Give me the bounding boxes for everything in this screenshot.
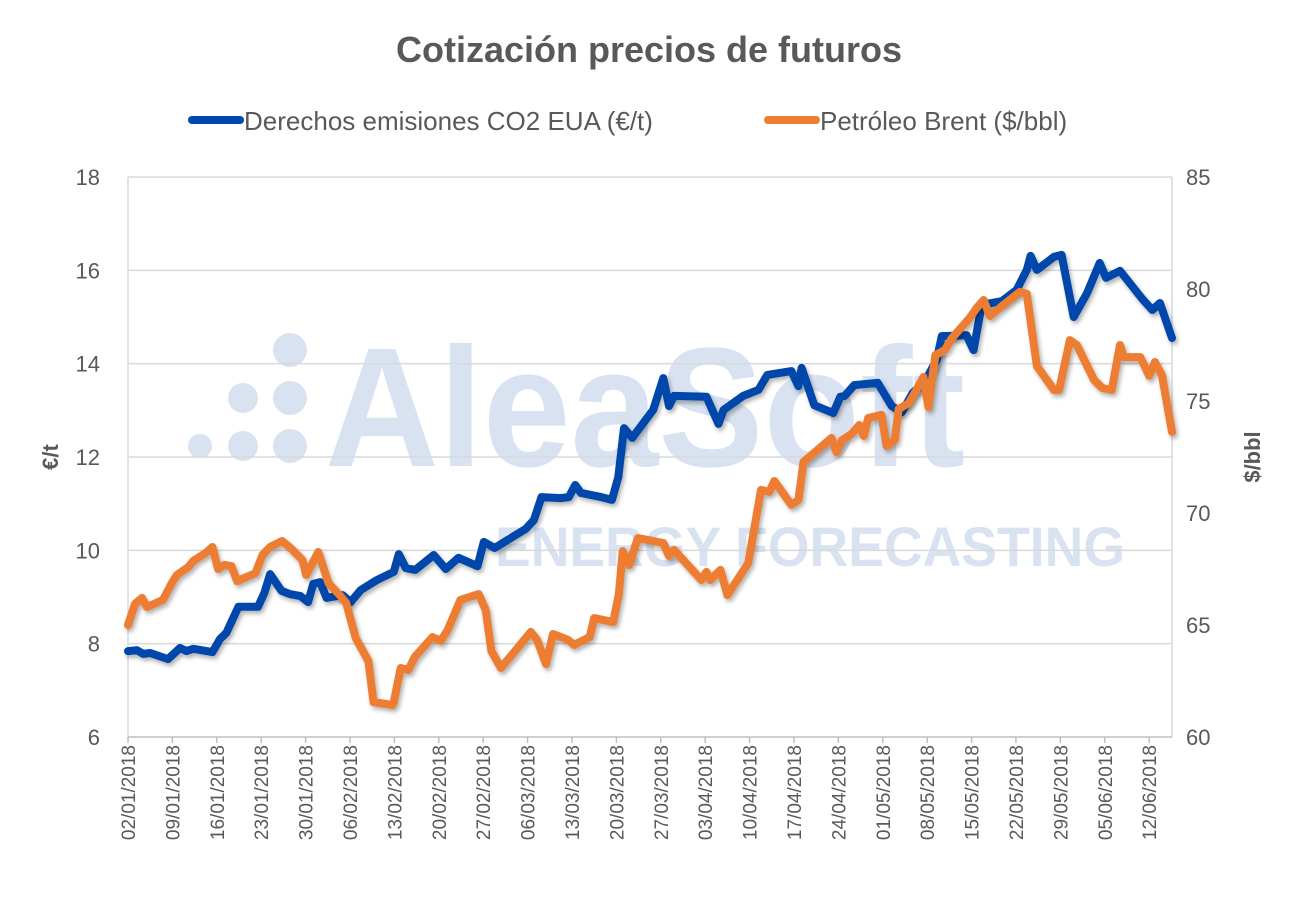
x-tick-label: 12/06/2018	[1140, 745, 1161, 840]
x-tick-label: 17/04/2018	[785, 745, 806, 840]
x-tick-label: 03/04/2018	[696, 745, 717, 840]
y-right-tick-label: 75	[1186, 389, 1210, 414]
x-tick-label: 01/05/2018	[874, 745, 895, 840]
co2-series-line	[124, 250, 1176, 664]
y-right-tick-label: 70	[1186, 501, 1210, 526]
x-tick-label: 20/03/2018	[607, 745, 628, 840]
x-tick-label: 16/01/2018	[208, 745, 229, 840]
gridlines	[128, 176, 1172, 645]
x-tick-label: 02/01/2018	[119, 745, 140, 840]
y-left-tick-label: 12	[76, 445, 100, 470]
brent-series-line	[124, 287, 1176, 709]
y-right-tick-label: 60	[1186, 725, 1210, 750]
watermark: AleaSoft ENERGY FORECASTING	[188, 313, 1125, 578]
y-right-axis-title: $/bbl	[1240, 431, 1265, 482]
x-tick-label: 08/05/2018	[918, 745, 939, 840]
y-left-tick-label: 16	[76, 258, 100, 283]
y-left-tick-label: 8	[88, 632, 100, 657]
x-tick-label: 13/03/2018	[563, 745, 584, 840]
x-tick-label: 09/01/2018	[163, 745, 184, 840]
y-left-axis-title: €/t	[38, 443, 63, 469]
legend-label-brent: Petróleo Brent ($/bbl)	[820, 106, 1067, 136]
y-right-tick-label: 85	[1186, 165, 1210, 190]
y-left-tick-label: 18	[76, 165, 100, 190]
y-left-tick-label: 10	[76, 538, 100, 563]
watermark-dots	[188, 333, 307, 463]
x-tick-label: 13/02/2018	[385, 745, 406, 840]
y-left-tick-label: 6	[88, 725, 100, 750]
y-left-tick-label: 14	[76, 352, 100, 377]
x-tick-label: 22/05/2018	[1007, 745, 1028, 840]
watermark-brand: AleaSoft	[325, 313, 965, 503]
series-lines	[124, 250, 1176, 709]
x-tick-label: 27/03/2018	[652, 745, 673, 840]
y-right-tick-label: 80	[1186, 277, 1210, 302]
x-tick-label: 10/04/2018	[741, 745, 762, 840]
chart-title: Cotización precios de futuros	[396, 29, 902, 70]
x-tick-label: 27/02/2018	[474, 745, 495, 840]
watermark-tagline: ENERGY FORECASTING	[495, 515, 1125, 578]
x-tick-label: 24/04/2018	[829, 745, 850, 840]
x-tick-label: 15/05/2018	[963, 745, 984, 840]
x-tick-label: 23/01/2018	[252, 745, 273, 840]
x-tick-label: 30/01/2018	[297, 745, 318, 840]
y-right-tick-label: 65	[1186, 613, 1210, 638]
y-left-ticks: 6 8 10 12 14 16 18	[76, 165, 100, 750]
legend-label-co2: Derechos emisiones CO2 EUA (€/t)	[244, 106, 653, 136]
axes	[127, 177, 1173, 738]
y-right-ticks: 60 65 70 75 80 85	[1186, 165, 1210, 750]
x-tick-label: 05/06/2018	[1096, 745, 1117, 840]
x-tick-label: 06/03/2018	[519, 745, 540, 840]
x-tick-label: 06/02/2018	[341, 745, 362, 840]
legend: Derechos emisiones CO2 EUA (€/t) Petróle…	[188, 106, 1067, 136]
x-tick-label: 20/02/2018	[430, 745, 451, 840]
x-ticks: 02/01/2018 09/01/2018 16/01/2018 23/01/2018…	[119, 737, 1161, 840]
x-tick-label: 29/05/2018	[1051, 745, 1072, 840]
